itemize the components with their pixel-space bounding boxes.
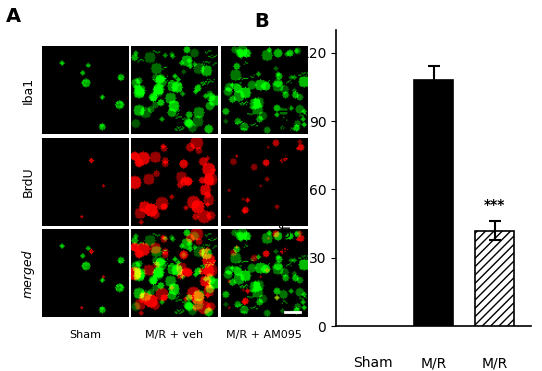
Text: M/R + veh: M/R + veh (145, 330, 204, 340)
Text: M/R + AM095: M/R + AM095 (226, 330, 302, 340)
Bar (475, 231, 514, 326)
Text: M/R
+
veh: M/R + veh (421, 356, 447, 371)
Text: Sham: Sham (69, 330, 101, 340)
Y-axis label: # of Iba1⁺ BrdU⁺ cells: # of Iba1⁺ BrdU⁺ cells (280, 102, 294, 255)
Bar (414, 80, 454, 326)
Text: M/R
+
AM095: M/R + AM095 (470, 356, 519, 371)
Text: A: A (7, 7, 21, 26)
Text: ***: *** (484, 198, 505, 212)
Text: Sham: Sham (353, 356, 392, 370)
Text: merged: merged (21, 249, 34, 298)
Text: B: B (254, 12, 269, 31)
Text: Iba1: Iba1 (21, 77, 34, 104)
Text: BrdU: BrdU (21, 167, 34, 197)
